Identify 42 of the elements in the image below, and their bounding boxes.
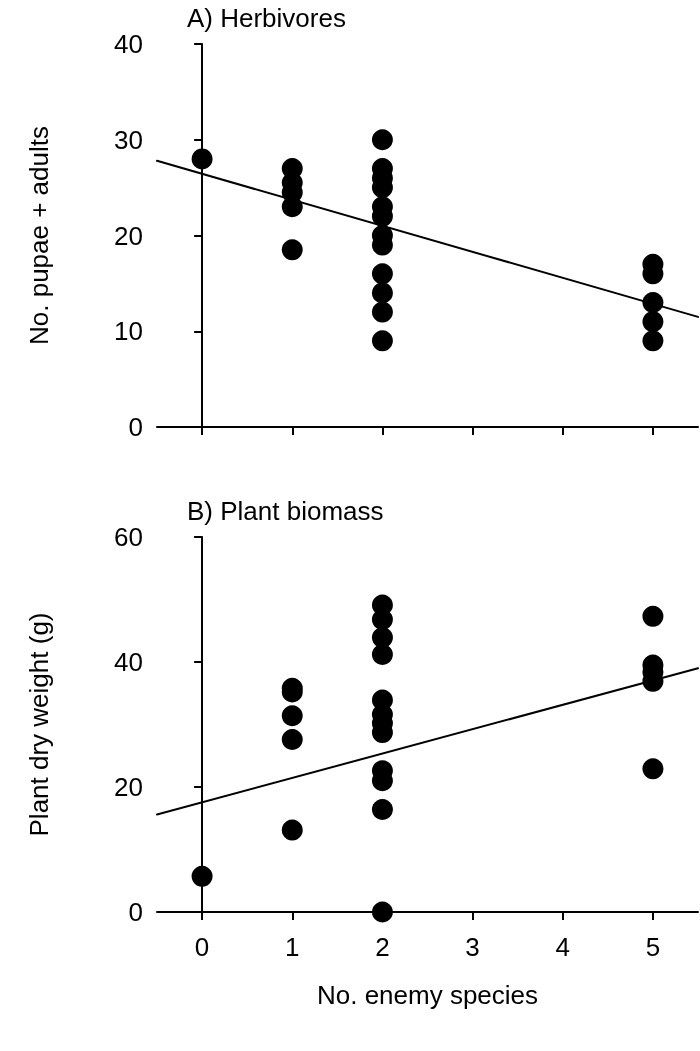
point <box>371 627 393 649</box>
y-axis-title: No. pupae + adults <box>24 126 54 345</box>
y-tick-label: 40 <box>114 29 143 59</box>
point <box>281 196 303 218</box>
y-tick-label: 0 <box>128 897 143 927</box>
point <box>371 799 393 820</box>
point <box>371 901 393 923</box>
point <box>642 311 664 333</box>
x-tick-label: 5 <box>645 932 661 962</box>
point <box>191 148 213 170</box>
chart-title: A) Herbivores <box>187 3 346 33</box>
point <box>371 282 393 304</box>
x-tick-label: 4 <box>555 932 570 962</box>
point <box>642 758 664 780</box>
point <box>642 330 664 352</box>
y-tick-label: 0 <box>128 412 143 442</box>
point <box>281 729 303 750</box>
x-tick-label: 3 <box>465 932 480 962</box>
point <box>371 644 393 665</box>
x-axis-title: No. enemy species <box>316 980 539 1010</box>
y-tick-label: 20 <box>114 772 143 802</box>
point <box>371 263 393 285</box>
point <box>642 292 664 314</box>
chart-title: B) Plant biomass <box>187 496 384 526</box>
y-axis-title: Plant dry weight (g) <box>24 612 54 837</box>
point <box>371 330 393 352</box>
point <box>281 819 303 841</box>
y-tick-label: 30 <box>114 124 143 155</box>
x-tick-label: 1 <box>285 932 300 962</box>
point <box>281 705 303 727</box>
y-tick-label: 10 <box>114 316 143 347</box>
point <box>191 865 213 887</box>
point <box>371 301 393 323</box>
y-tick-label: 60 <box>114 522 143 552</box>
x-tick-label: 0 <box>194 932 210 962</box>
y-tick-label: 20 <box>114 220 143 251</box>
point <box>642 605 664 627</box>
y-tick-label: 40 <box>114 647 143 677</box>
point <box>281 239 303 261</box>
x-tick-label: 2 <box>375 932 390 962</box>
point <box>371 609 393 630</box>
point <box>371 129 393 151</box>
